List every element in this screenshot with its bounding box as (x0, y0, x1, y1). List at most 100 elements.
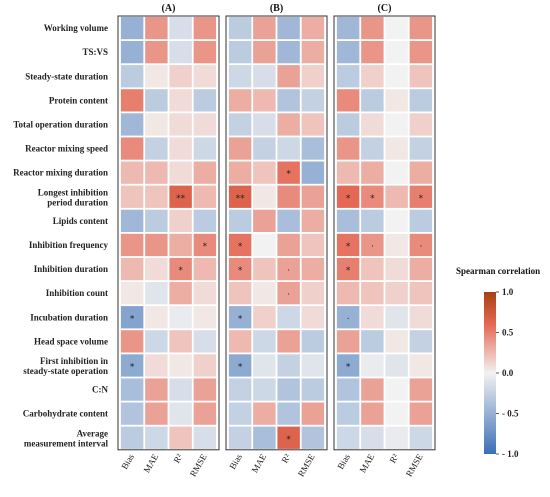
significance-marker: * (370, 194, 375, 204)
heatmap-cell (408, 353, 433, 378)
heatmap-cell (144, 401, 169, 426)
heatmap-cell (120, 112, 145, 137)
heatmap-cell (252, 112, 277, 137)
heatmap-cell (252, 16, 277, 41)
heatmap-cell (300, 160, 325, 185)
heatmap-cell (276, 64, 301, 89)
heatmap-cell (144, 377, 169, 402)
panel-frame (333, 15, 436, 451)
heatmap-cell (144, 425, 169, 450)
row-label: Reactor mixing speed (25, 144, 108, 154)
row-label: Incubation duration (30, 312, 108, 322)
heatmap-cell (144, 136, 169, 161)
significance-marker: * (346, 266, 351, 276)
heatmap-cell (408, 377, 433, 402)
heatmap-cell (228, 64, 253, 89)
heatmap-cell (252, 425, 277, 450)
row-label-line: measurement interval (24, 438, 109, 448)
significance-marker: · (371, 242, 374, 252)
heatmap-cell (168, 112, 193, 137)
heatmap-cell (336, 40, 361, 65)
heatmap-cell (360, 40, 385, 65)
column-label: RMSE (188, 452, 209, 479)
heatmap-cell (384, 305, 409, 330)
heatmap-cell (384, 184, 409, 209)
heatmap-cell (384, 377, 409, 402)
heatmap-cell (228, 329, 253, 354)
heatmap-cell (360, 353, 385, 378)
heatmap-cell (336, 160, 361, 185)
heatmap-cell (252, 136, 277, 161)
heatmap-cell (228, 305, 253, 330)
heatmap-cell (168, 232, 193, 257)
heatmap-cell (408, 305, 433, 330)
row-label: Carbohydrate content (23, 409, 108, 419)
heatmap-cell (144, 40, 169, 65)
heatmap-cell (228, 257, 253, 282)
heatmap-cell (276, 184, 301, 209)
heatmap-cell (252, 305, 277, 330)
heatmap-cell (300, 305, 325, 330)
heatmap-cell (384, 257, 409, 282)
heatmap-cell (168, 16, 193, 41)
heatmap-cell (276, 257, 301, 282)
row-label: Protein content (49, 95, 108, 105)
heatmap-cell (276, 305, 301, 330)
row-label-line: First inhibition in (40, 356, 108, 366)
heatmap-cell (192, 88, 217, 113)
heatmap-cell (300, 184, 325, 209)
heatmap-cell (408, 112, 433, 137)
heatmap-cell (360, 208, 385, 233)
heatmap-cell (228, 112, 253, 137)
heatmap-cell (252, 257, 277, 282)
colorbar-tick-label: 0.5 (502, 328, 514, 338)
heatmap-cell (360, 184, 385, 209)
heatmap-cell (144, 208, 169, 233)
heatmap-cell (120, 281, 145, 306)
heatmap-cell (168, 208, 193, 233)
significance-marker: * (286, 435, 291, 445)
row-label: Inhibition count (46, 288, 108, 298)
heatmap-cell (228, 40, 253, 65)
heatmap-cell (168, 305, 193, 330)
column-label: Bias (119, 452, 136, 471)
colorbar-tick-label: 1.0 (502, 287, 514, 297)
heatmap-cell (168, 329, 193, 354)
significance-marker: · (287, 290, 290, 300)
heatmap-cell (384, 401, 409, 426)
heatmap-cell (168, 160, 193, 185)
row-label: C:N (92, 385, 108, 395)
heatmap-cell (408, 208, 433, 233)
heatmap-cell (168, 425, 193, 450)
heatmap-cell (192, 160, 217, 185)
significance-marker: * (130, 314, 135, 324)
significance-marker: · (419, 242, 422, 252)
heatmap-cell (384, 64, 409, 89)
heatmap-cell (408, 425, 433, 450)
panel-frame (117, 15, 220, 451)
heatmap-cell (336, 88, 361, 113)
heatmap-cell (228, 377, 253, 402)
heatmap-cell (408, 88, 433, 113)
heatmap-cell (252, 377, 277, 402)
heatmap-cell (300, 425, 325, 450)
heatmap-cell (168, 353, 193, 378)
heatmap-cell (336, 329, 361, 354)
significance-marker: * (203, 242, 208, 252)
heatmap-cell (144, 184, 169, 209)
significance-marker: · (287, 266, 290, 276)
row-label: Reactor mixing duration (13, 168, 108, 178)
significance-marker: ** (236, 194, 246, 204)
column-label: R² (279, 452, 292, 465)
significance-marker: * (346, 362, 351, 372)
heatmap-cell (192, 184, 217, 209)
heatmap-cell (120, 64, 145, 89)
heatmap-cell (408, 136, 433, 161)
heatmap-cell (192, 281, 217, 306)
heatmap-cell (120, 16, 145, 41)
heatmap-cell (144, 88, 169, 113)
heatmap-cell (276, 232, 301, 257)
heatmap-cell (192, 329, 217, 354)
heatmap-cell (360, 112, 385, 137)
